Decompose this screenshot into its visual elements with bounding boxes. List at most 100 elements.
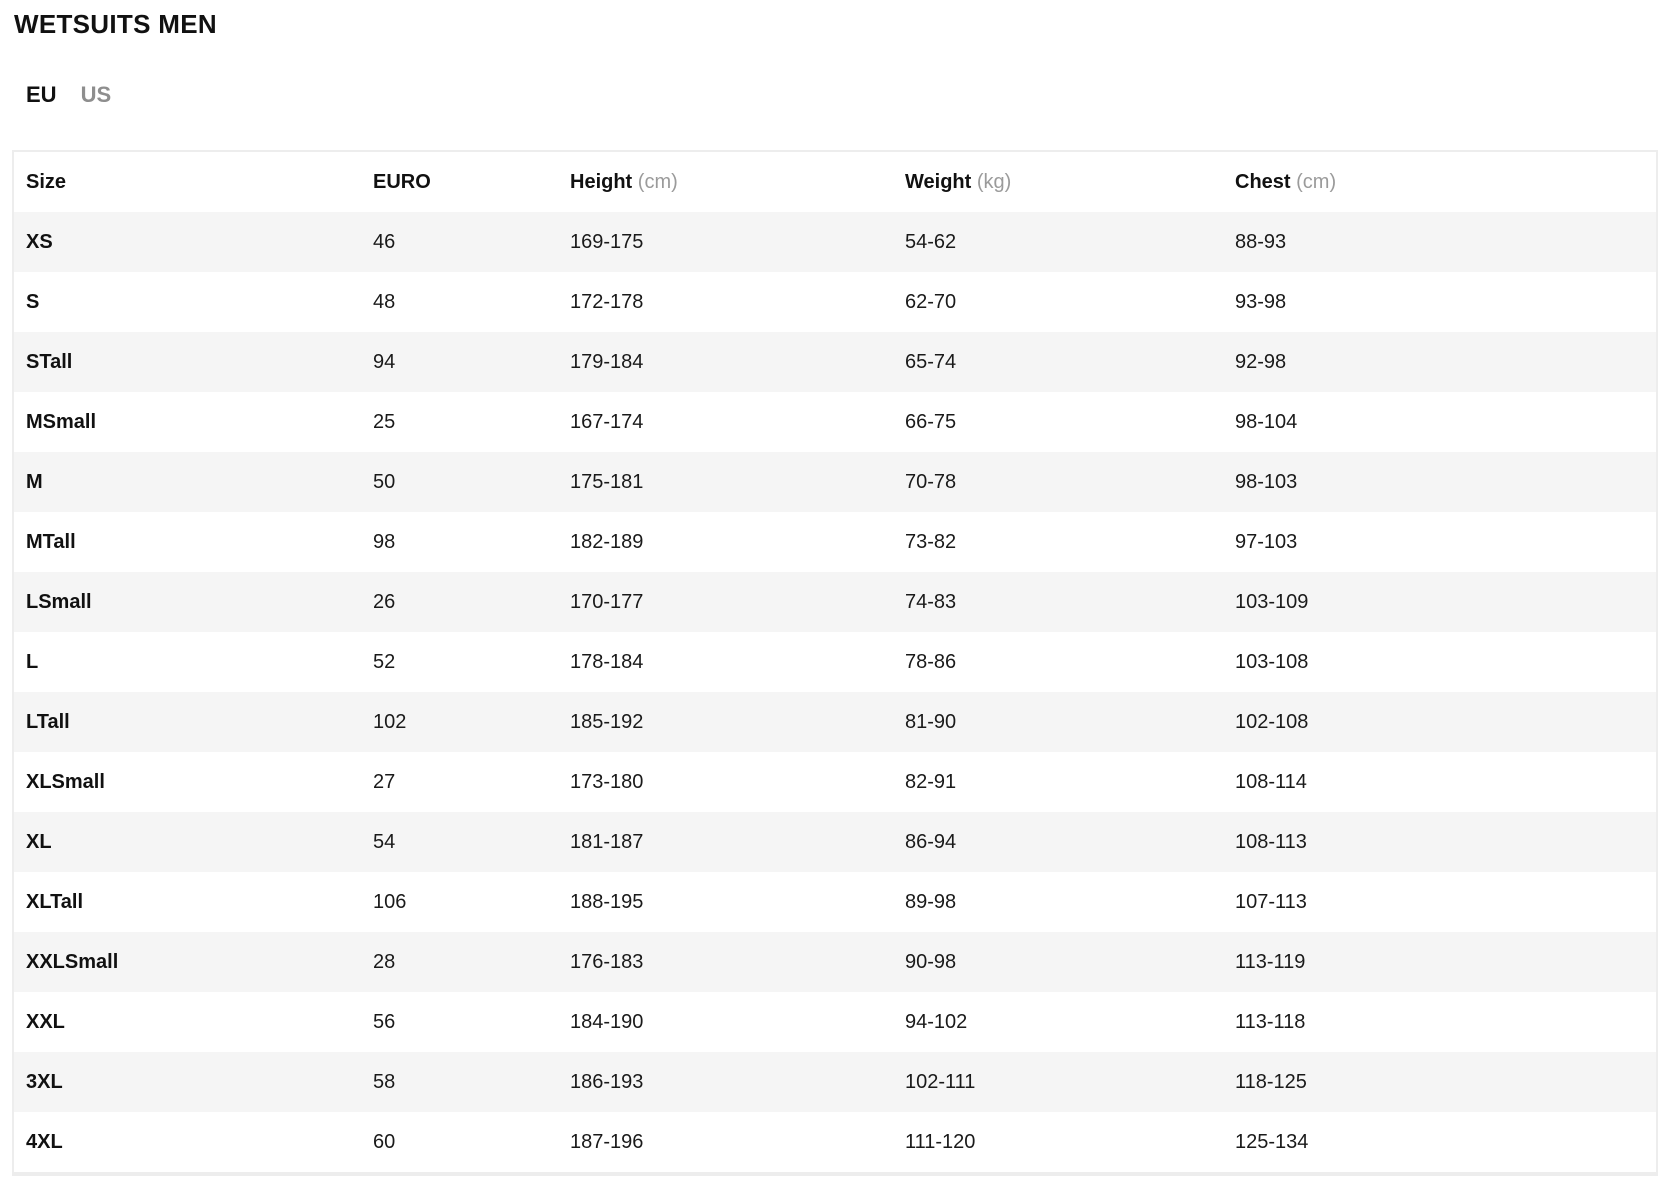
cell-euro: 48: [373, 290, 396, 313]
cell-size: XLSmall: [26, 770, 105, 793]
table-row: M 50 175-181 70-78 98-103: [14, 452, 1656, 512]
cell-height: 173-180: [570, 770, 644, 793]
column-header-label: Size: [26, 170, 67, 193]
cell-size: STall: [26, 350, 73, 373]
cell-euro: 27: [373, 770, 396, 793]
cell-weight: 90-98: [905, 950, 957, 973]
header-row: Size EURO Height (cm) Weight (kg): [14, 152, 1656, 212]
cell-chest: 108-113: [1235, 830, 1307, 853]
region-tabs: EU US: [26, 82, 1680, 108]
cell-height: 184-190: [570, 1010, 644, 1033]
cell-chest: 103-109: [1235, 590, 1309, 613]
size-table-body: XS 46 169-175 54-62 88-93 S 48 172-178 62-70 93-9…: [14, 212, 1656, 1172]
cell-weight: 81-90: [905, 710, 957, 733]
table-row: 3XL 58 186-193 102-111 118-125: [14, 1052, 1656, 1112]
cell-size: 3XL: [26, 1070, 63, 1093]
page-title: WETSUITS MEN: [14, 9, 217, 39]
cell-weight: 70-78: [905, 470, 957, 493]
column-header-height: Height (cm): [558, 152, 893, 212]
cell-weight: 111-120: [905, 1130, 976, 1153]
cell-height: 170-177: [570, 590, 644, 613]
cell-size: S: [26, 290, 40, 313]
cell-height: 178-184: [570, 650, 644, 673]
column-header-weight: Weight (kg): [893, 152, 1223, 212]
column-header-unit: (kg): [976, 170, 1012, 193]
cell-euro: 26: [373, 590, 396, 613]
cell-height: 167-174: [570, 410, 644, 433]
cell-chest: 113-118: [1235, 1010, 1306, 1033]
cell-chest: 98-104: [1235, 410, 1298, 433]
table-row: XLSmall 27 173-180 82-91 108-114: [14, 752, 1656, 812]
column-header-euro: EURO: [361, 152, 558, 212]
cell-height: 186-193: [570, 1070, 644, 1093]
column-header-label: EURO: [373, 170, 431, 193]
cell-height: 176-183: [570, 950, 644, 973]
cell-chest: 118-125: [1235, 1070, 1307, 1093]
cell-weight: 54-62: [905, 230, 957, 253]
cell-weight: 62-70: [905, 290, 957, 313]
column-header-unit: (cm): [637, 170, 678, 193]
cell-euro: 98: [373, 530, 396, 553]
tab-eu[interactable]: EU: [26, 82, 57, 107]
cell-chest: 93-98: [1235, 290, 1287, 313]
column-header-unit: (cm): [1296, 170, 1337, 193]
cell-height: 175-181: [570, 470, 644, 493]
cell-euro: 94: [373, 350, 396, 373]
column-header-chest: Chest (cm): [1223, 152, 1656, 212]
table-row: XL 54 181-187 86-94 108-113: [14, 812, 1656, 872]
column-header-label: Weight: [905, 170, 972, 193]
cell-height: 169-175: [570, 230, 644, 253]
cell-size: XXLSmall: [26, 950, 119, 973]
cell-weight: 102-111: [905, 1070, 976, 1093]
cell-euro: 46: [373, 230, 396, 253]
table-row: STall 94 179-184 65-74 92-98: [14, 332, 1656, 392]
table-row: 4XL 60 187-196 111-120 125-134: [14, 1112, 1656, 1172]
cell-weight: 86-94: [905, 830, 957, 853]
cell-size: XL: [26, 830, 52, 853]
cell-euro: 52: [373, 650, 396, 673]
cell-size: MSmall: [26, 410, 97, 433]
table-row: XXL 56 184-190 94-102 113-118: [14, 992, 1656, 1052]
cell-weight: 82-91: [905, 770, 957, 793]
cell-height: 172-178: [570, 290, 644, 313]
cell-weight: 73-82: [905, 530, 957, 553]
column-header-label: Chest: [1235, 170, 1291, 193]
cell-euro: 54: [373, 830, 396, 853]
cell-size: XS: [26, 230, 53, 253]
tab-us[interactable]: US: [80, 82, 112, 107]
cell-euro: 50: [373, 470, 396, 493]
cell-height: 182-189: [570, 530, 644, 553]
cell-weight: 94-102: [905, 1010, 968, 1033]
cell-height: 185-192: [570, 710, 644, 733]
cell-euro: 60: [373, 1130, 396, 1153]
table-row: XS 46 169-175 54-62 88-93: [14, 212, 1656, 272]
cell-chest: 103-108: [1235, 650, 1309, 673]
size-table: Size EURO Height (cm) Weight (kg): [14, 152, 1656, 1172]
cell-chest: 98-103: [1235, 470, 1298, 493]
table-row: S 48 172-178 62-70 93-98: [14, 272, 1656, 332]
cell-height: 179-184: [570, 350, 644, 373]
column-header-label: Height: [570, 170, 633, 193]
table-row: MTall 98 182-189 73-82 97-103: [14, 512, 1656, 572]
cell-chest: 107-113: [1235, 890, 1307, 913]
cell-size: LTall: [26, 710, 70, 733]
table-row: LTall 102 185-192 81-90 102-108: [14, 692, 1656, 752]
cell-size: 4XL: [26, 1130, 63, 1153]
table-row: LSmall 26 170-177 74-83 103-109: [14, 572, 1656, 632]
cell-size: L: [26, 650, 39, 673]
cell-height: 181-187: [570, 830, 644, 853]
cell-chest: 102-108: [1235, 710, 1309, 733]
cell-size: LSmall: [26, 590, 92, 613]
table-row: MSmall 25 167-174 66-75 98-104: [14, 392, 1656, 452]
cell-chest: 125-134: [1235, 1130, 1309, 1153]
cell-size: XLTall: [26, 890, 84, 913]
cell-euro: 102: [373, 710, 407, 733]
size-table-container: Size EURO Height (cm) Weight (kg): [12, 150, 1658, 1176]
cell-weight: 89-98: [905, 890, 957, 913]
cell-height: 188-195: [570, 890, 644, 913]
cell-euro: 56: [373, 1010, 396, 1033]
cell-euro: 28: [373, 950, 396, 973]
cell-weight: 74-83: [905, 590, 957, 613]
cell-euro: 25: [373, 410, 396, 433]
